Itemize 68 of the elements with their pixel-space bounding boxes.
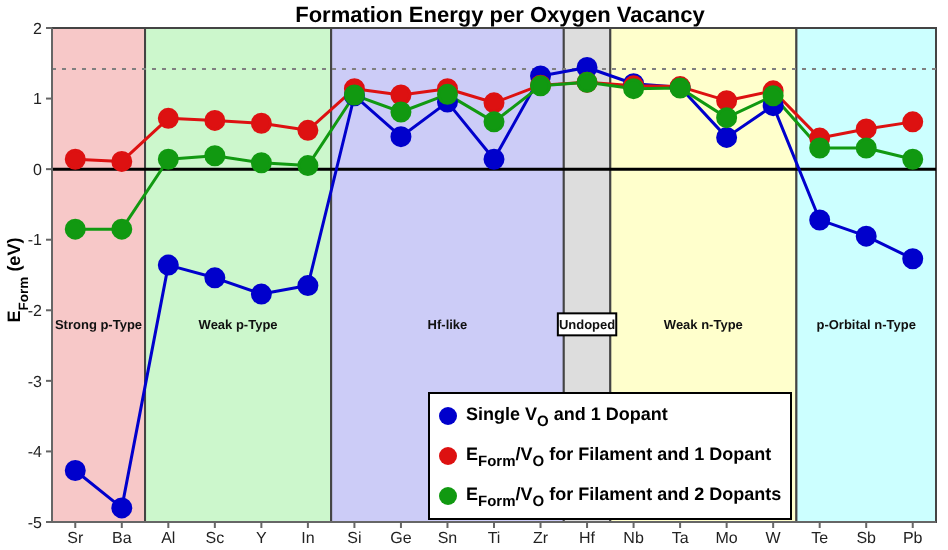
x-tick-label: Zr: [532, 529, 549, 548]
point: [716, 126, 738, 148]
x-tick-label: Ge: [390, 529, 413, 548]
y-tick-label: -3: [27, 372, 44, 391]
point: [111, 218, 133, 240]
x-tick-label: Hf: [579, 529, 597, 548]
point: [902, 248, 924, 270]
x-tick-label: Sb: [856, 529, 878, 548]
legend-label: Single V$_{O}$ and 1 Dopant: [466, 403, 668, 429]
x-tick-label: Pb: [902, 529, 924, 548]
point: [483, 92, 505, 114]
x-tick-label: Sr: [67, 529, 84, 548]
y-tick-label: 0: [33, 160, 44, 179]
x-tick-label: Y: [256, 529, 269, 548]
x-tick-label: Ti: [487, 529, 501, 548]
y-tick-label: -1: [27, 231, 44, 250]
chart-title: Formation Energy per Oxygen Vacancy: [295, 4, 707, 28]
point: [204, 145, 226, 167]
x-tick-label: Nb: [623, 529, 645, 548]
point: [716, 90, 738, 112]
point: [762, 85, 784, 107]
point: [902, 111, 924, 133]
point: [297, 155, 319, 177]
point: [297, 119, 319, 141]
point: [855, 137, 877, 159]
point: [809, 209, 831, 231]
point: [855, 118, 877, 140]
point: [111, 150, 133, 172]
point: [64, 148, 86, 170]
x-tick-label: Mo: [715, 529, 739, 548]
point: [297, 275, 319, 297]
point: [390, 126, 412, 148]
point: [157, 107, 179, 129]
point: [902, 148, 924, 170]
x-tick-label: Ta: [671, 529, 690, 548]
y-tick-label: -5: [27, 513, 44, 532]
point: [157, 254, 179, 276]
legend-label: E$_{Form}$/V$_{O}$ for Filament and 1 Dopant: [466, 443, 772, 469]
point: [204, 109, 226, 131]
x-tick-label: W: [765, 529, 782, 548]
y-tick-label: 2: [33, 19, 44, 38]
x-tick-label: Si: [347, 529, 362, 548]
point: [250, 283, 272, 305]
point: [436, 83, 458, 105]
point: [64, 459, 86, 481]
point: [390, 84, 412, 106]
x-tick-label: Al: [161, 529, 176, 548]
x-tick-label: Ba: [111, 529, 133, 548]
point: [483, 148, 505, 170]
x-tick-label: Sc: [205, 529, 225, 548]
point: [483, 111, 505, 133]
point: [204, 267, 226, 289]
y-tick-label: 1: [33, 90, 44, 109]
x-tick-label: Te: [811, 529, 830, 548]
point: [716, 107, 738, 129]
legend-label: E$_{Form}$/V$_{O}$ for Filament and 2 Dopants: [466, 483, 782, 509]
point: [855, 225, 877, 247]
point: [111, 497, 133, 519]
y-tick-label: -2: [27, 301, 44, 320]
point: [64, 218, 86, 240]
point: [157, 148, 179, 170]
point: [250, 112, 272, 134]
point: [809, 137, 831, 159]
point: [390, 101, 412, 123]
x-tick-label: Sn: [437, 529, 458, 548]
point: [250, 152, 272, 174]
x-tick-label: In: [301, 529, 315, 548]
y-tick-label: -4: [27, 443, 44, 462]
